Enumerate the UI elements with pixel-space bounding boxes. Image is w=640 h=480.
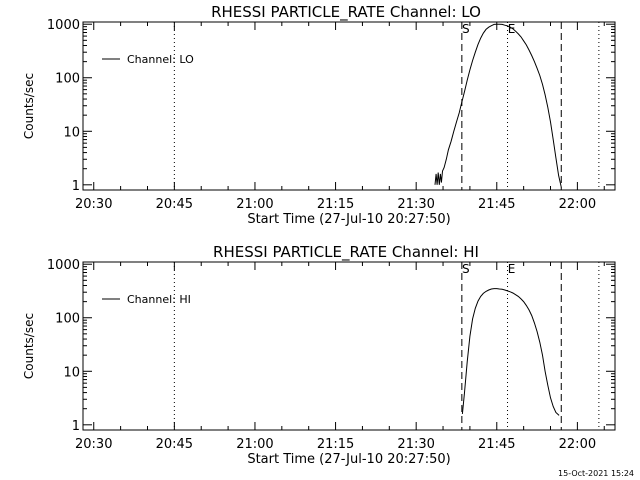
plot-frame xyxy=(82,21,616,191)
x-tick-label: 21:15 xyxy=(317,437,354,452)
plot-timestamp: 15-Oct-2021 15:24 xyxy=(558,469,634,478)
legend-label: Channel: LO xyxy=(127,53,194,66)
y-tick-label: 10 xyxy=(63,125,80,140)
x-tick-label: 21:45 xyxy=(478,437,515,452)
y-tick-label: 1 xyxy=(72,419,80,434)
y-tick-label: 1 xyxy=(72,179,80,194)
x-axis-label: Start Time (27-Jul-10 20:27:50) xyxy=(247,212,450,227)
x-tick-label: 22:00 xyxy=(559,437,596,452)
x-tick-label: 21:00 xyxy=(236,197,273,212)
chart-panel-1: RHESSI PARTICLE_RATE Channel: LO Counts/s… xyxy=(22,3,616,227)
x-tick-label: 21:00 xyxy=(236,437,273,452)
legend-label: Channel: HI xyxy=(127,293,191,306)
x-tick-label: 21:30 xyxy=(397,437,434,452)
x-tick-label: 20:30 xyxy=(75,197,112,212)
x-tick-label: 22:00 xyxy=(559,197,596,212)
x-tick-label: 21:45 xyxy=(478,197,515,212)
x-axis-label: Start Time (27-Jul-10 20:27:50) xyxy=(247,452,450,467)
vline-label: E xyxy=(508,262,516,276)
y-tick-label: 100 xyxy=(55,312,80,327)
y-tick-label: 1000 xyxy=(47,18,80,33)
x-tick-label: 21:15 xyxy=(317,197,354,212)
x-tick-label: 21:30 xyxy=(397,197,434,212)
y-axis-label: Counts/sec xyxy=(22,313,36,379)
chart-panel-2: RHESSI PARTICLE_RATE Channel: HI Counts/s… xyxy=(22,243,616,467)
vline-label: S xyxy=(462,262,470,276)
x-tick-label: 20:45 xyxy=(156,437,193,452)
x-tick-label: 20:30 xyxy=(75,437,112,452)
chart-title: RHESSI PARTICLE_RATE Channel: LO xyxy=(211,3,481,22)
chart-title: RHESSI PARTICLE_RATE Channel: HI xyxy=(213,243,479,262)
vline-label: S xyxy=(462,22,470,36)
y-tick-label: 1000 xyxy=(47,258,80,273)
y-tick-label: 10 xyxy=(63,365,80,380)
y-tick-label: 100 xyxy=(55,72,80,87)
series-line xyxy=(461,288,560,416)
vline-label: E xyxy=(508,22,516,36)
y-axis-label: Counts/sec xyxy=(22,73,36,139)
x-tick-label: 20:45 xyxy=(156,197,193,212)
plot-frame xyxy=(82,261,616,431)
series-line xyxy=(434,23,562,188)
